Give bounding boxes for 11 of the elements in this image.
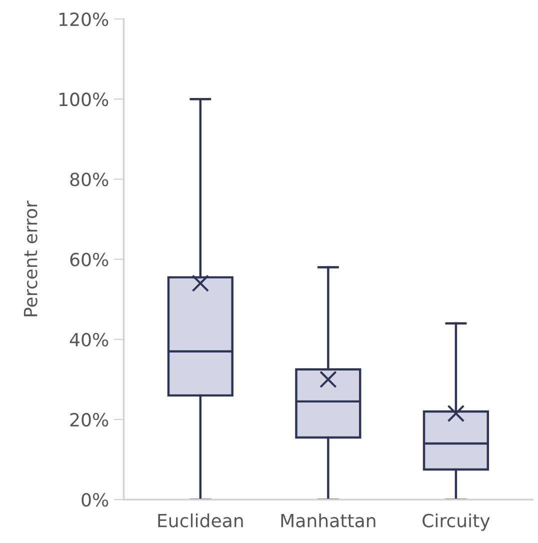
y-tick-label: 100%: [60, 92, 108, 106]
y-tick-label: 40%: [70, 332, 108, 346]
y-tick-label: 0%: [82, 493, 108, 507]
y-tick-label: 80%: [70, 172, 108, 186]
x-tick-label: Euclidean: [158, 513, 243, 528]
y-axis-title: Percent error: [24, 200, 38, 316]
x-tick-label: Manhattan: [281, 513, 376, 528]
x-tick-label: Circuity: [422, 513, 490, 531]
y-tick-label: 120%: [60, 12, 108, 26]
y-tick-label: 20%: [70, 412, 108, 427]
y-tick-label: 60%: [70, 252, 108, 266]
